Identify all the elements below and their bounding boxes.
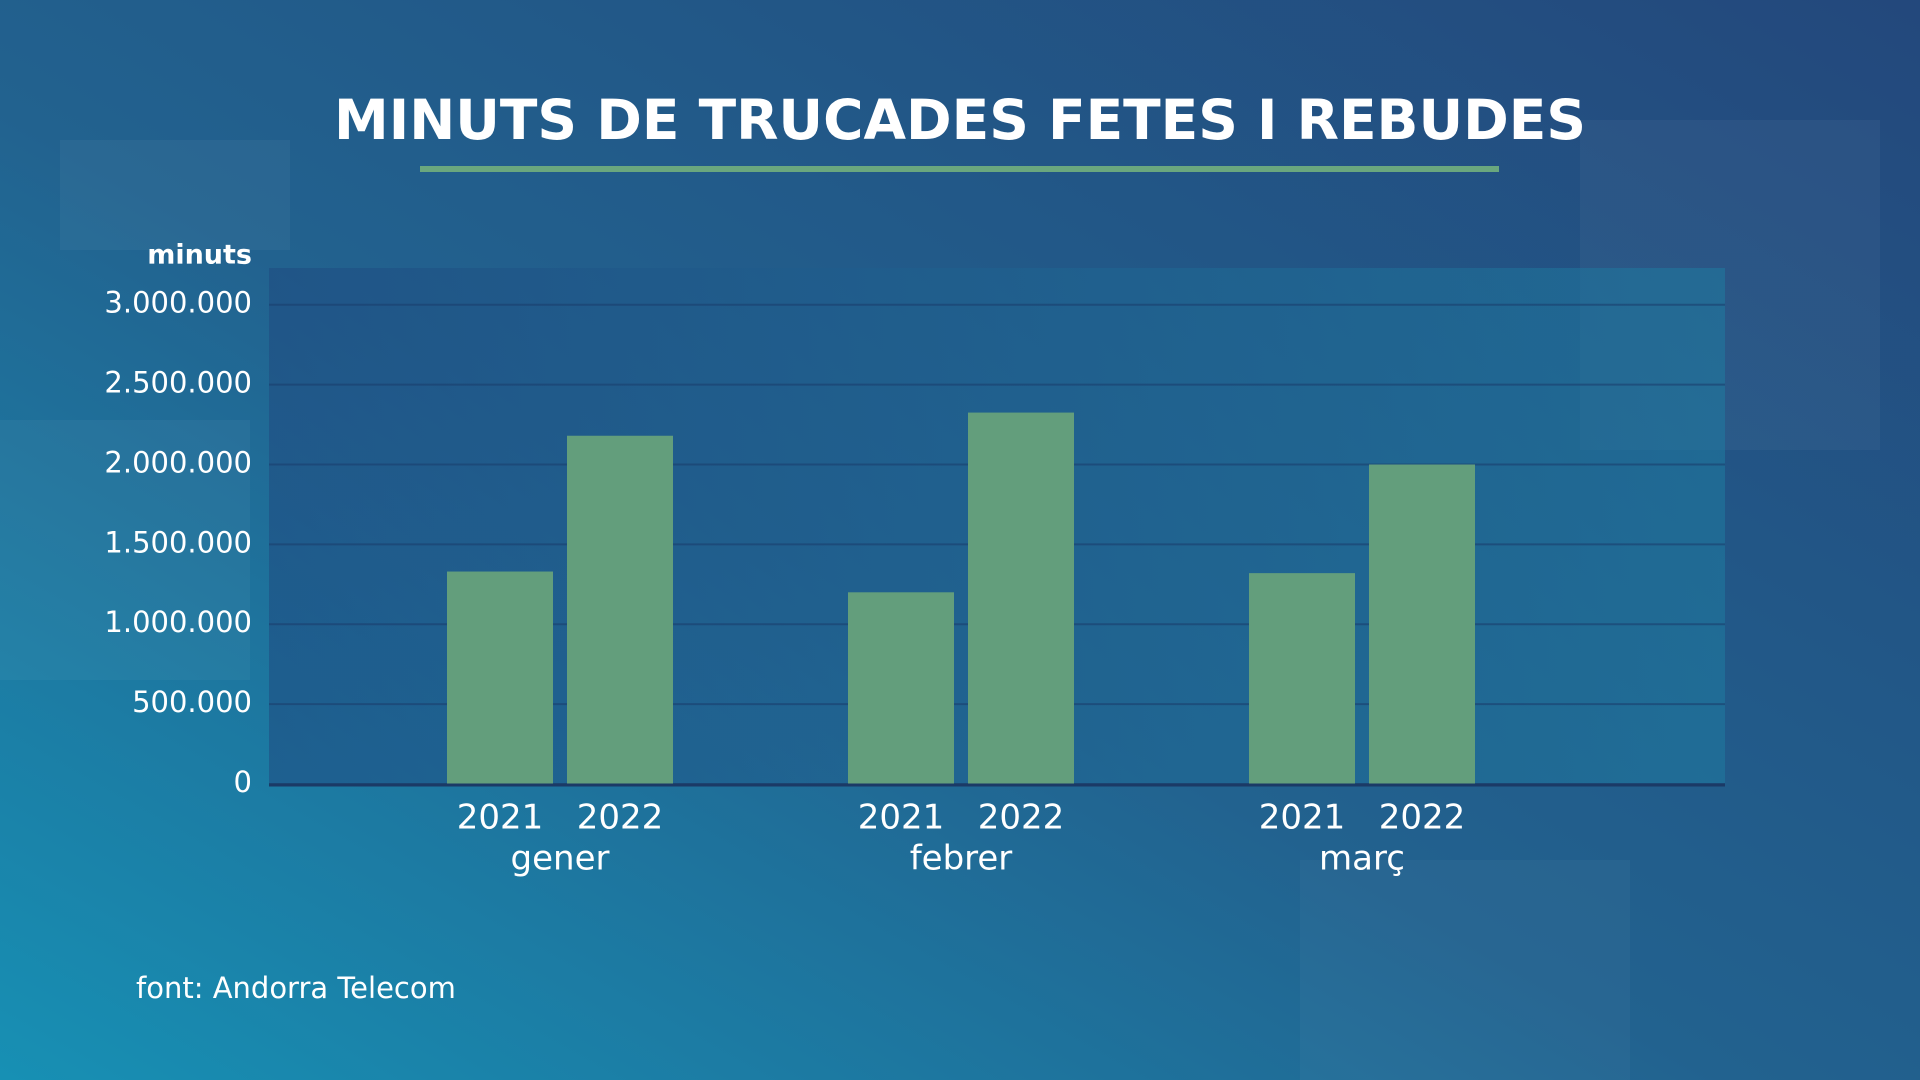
chart-title: MINUTS DE TRUCADES FETES I REBUDES bbox=[334, 88, 1586, 152]
bar bbox=[848, 592, 954, 784]
series-label: 2022 bbox=[577, 798, 664, 838]
series-label: 2021 bbox=[457, 798, 544, 838]
bar bbox=[447, 571, 553, 784]
source: font: Andorra Telecom bbox=[136, 971, 456, 1005]
decor bbox=[1300, 860, 1630, 1080]
series-label: 2022 bbox=[978, 798, 1065, 838]
series-label: 2021 bbox=[1259, 798, 1346, 838]
bar bbox=[567, 435, 673, 784]
decor bbox=[60, 140, 290, 250]
y-tick-label: 1.500.000 bbox=[104, 525, 252, 559]
x-tick-label: gener bbox=[511, 839, 610, 879]
y-tick-label: 2.500.000 bbox=[104, 366, 252, 400]
series-label: 2022 bbox=[1379, 798, 1466, 838]
bar bbox=[968, 412, 1074, 784]
bar bbox=[1369, 464, 1475, 784]
y-axis-title: minuts bbox=[147, 240, 252, 271]
bar bbox=[1249, 573, 1355, 784]
decor bbox=[0, 420, 250, 680]
y-tick-label: 1.000.000 bbox=[104, 605, 252, 639]
y-tick-label: 0 bbox=[234, 765, 252, 799]
x-tick-label: març bbox=[1319, 839, 1405, 879]
y-tick-label: 3.000.000 bbox=[104, 286, 252, 320]
y-tick-label: 2.000.000 bbox=[104, 445, 252, 479]
y-tick-label: 500.000 bbox=[132, 685, 252, 719]
series-label: 2021 bbox=[858, 798, 945, 838]
x-tick-label: febrer bbox=[910, 839, 1013, 879]
